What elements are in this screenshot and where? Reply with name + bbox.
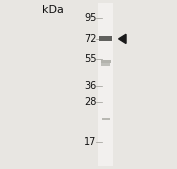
Text: 72: 72 xyxy=(84,34,96,44)
Text: 28: 28 xyxy=(84,97,96,107)
Bar xyxy=(101,60,111,63)
Text: 17: 17 xyxy=(84,137,96,147)
Bar xyxy=(102,118,110,120)
Text: 55: 55 xyxy=(84,54,96,64)
Bar xyxy=(101,63,110,66)
Text: kDa: kDa xyxy=(42,5,64,15)
Text: 95: 95 xyxy=(84,13,96,23)
Bar xyxy=(98,3,113,166)
Polygon shape xyxy=(119,34,126,43)
Text: 36: 36 xyxy=(84,81,96,91)
Bar xyxy=(99,36,112,41)
